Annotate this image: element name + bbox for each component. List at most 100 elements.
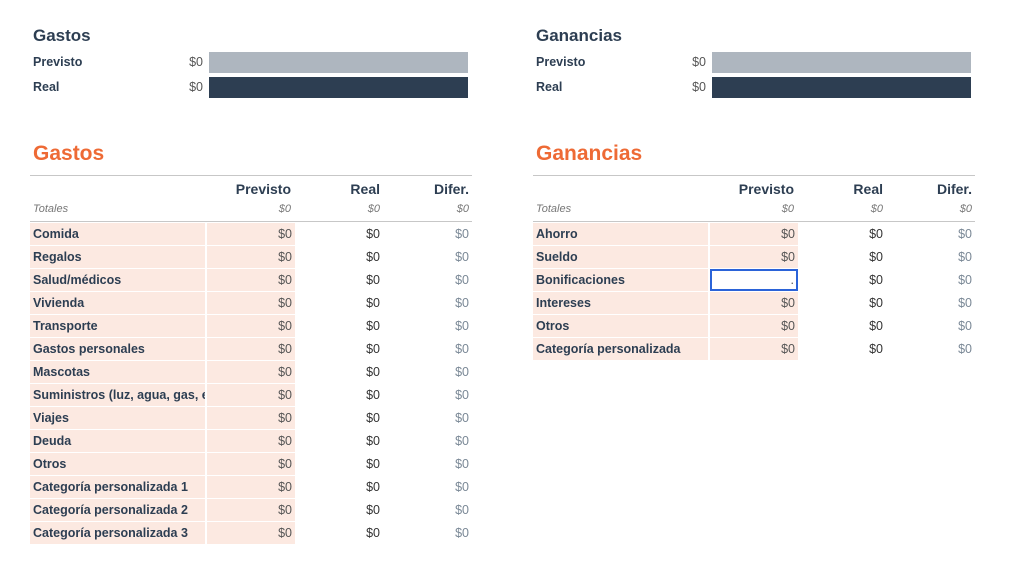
difference-cell[interactable]: $0 (958, 227, 972, 241)
planned-cell[interactable]: $0 (207, 384, 295, 406)
summary-label: Real (536, 80, 563, 94)
total-actual[interactable]: $0 (870, 203, 883, 215)
planned-cell[interactable]: $0 (710, 315, 798, 337)
planned-cell[interactable]: $0 (710, 338, 798, 360)
table-row: Mascotas $0 $0 $0 (30, 361, 472, 384)
difference-cell[interactable]: $0 (958, 250, 972, 264)
column-header-actual[interactable]: Real (350, 181, 380, 197)
planned-cell[interactable]: $0 (207, 499, 295, 521)
difference-cell[interactable]: $0 (455, 411, 469, 425)
actual-cell[interactable]: $0 (869, 227, 883, 241)
total-difference[interactable]: $0 (456, 203, 469, 215)
column-header-difference[interactable]: Difer. (936, 181, 972, 197)
actual-cell[interactable]: $0 (366, 434, 380, 448)
category-cell[interactable]: Categoría personalizada 3 (30, 522, 205, 544)
actual-cell[interactable]: $0 (366, 250, 380, 264)
category-cell[interactable]: Regalos (30, 246, 205, 268)
total-planned[interactable]: $0 (278, 203, 291, 215)
actual-cell[interactable]: $0 (869, 296, 883, 310)
category-cell[interactable]: Transporte (30, 315, 205, 337)
total-difference[interactable]: $0 (959, 203, 972, 215)
actual-cell[interactable]: $0 (869, 250, 883, 264)
difference-cell[interactable]: $0 (958, 319, 972, 333)
planned-cell[interactable]: $0 (207, 269, 295, 291)
column-header-actual[interactable]: Real (853, 181, 883, 197)
difference-cell[interactable]: $0 (455, 342, 469, 356)
category-cell[interactable]: Otros (533, 315, 708, 337)
difference-cell[interactable]: $0 (958, 273, 972, 287)
summary-value: $0 (692, 80, 706, 94)
category-cell[interactable]: Ahorro (533, 223, 708, 245)
planned-cell[interactable]: $0 (207, 476, 295, 498)
category-cell[interactable]: Deuda (30, 430, 205, 452)
actual-cell[interactable]: $0 (366, 227, 380, 241)
planned-cell[interactable]: $0 (207, 292, 295, 314)
difference-cell[interactable]: $0 (455, 503, 469, 517)
category-cell[interactable]: Bonificaciones (533, 269, 708, 291)
difference-cell[interactable]: $0 (455, 227, 469, 241)
difference-cell[interactable]: $0 (455, 273, 469, 287)
difference-cell[interactable]: $0 (455, 296, 469, 310)
actual-cell[interactable]: $0 (366, 480, 380, 494)
planned-cell[interactable]: $0 (207, 223, 295, 245)
planned-cell[interactable]: $0 (207, 315, 295, 337)
category-cell[interactable]: Suministros (luz, agua, gas, etc. (30, 384, 205, 406)
category-cell[interactable]: Categoría personalizada 2 (30, 499, 205, 521)
difference-cell[interactable]: $0 (455, 250, 469, 264)
category-cell[interactable]: Comida (30, 223, 205, 245)
actual-cell[interactable]: $0 (869, 342, 883, 356)
actual-cell[interactable]: $0 (366, 365, 380, 379)
category-cell[interactable]: Gastos personales (30, 338, 205, 360)
planned-cell[interactable]: $0 (207, 246, 295, 268)
actual-cell[interactable]: $0 (366, 388, 380, 402)
actual-cell[interactable]: $0 (366, 319, 380, 333)
difference-cell[interactable]: $0 (455, 526, 469, 540)
column-header-planned[interactable]: Previsto (235, 181, 291, 197)
planned-cell[interactable]: $0 (710, 292, 798, 314)
category-cell[interactable]: Sueldo (533, 246, 708, 268)
difference-cell[interactable]: $0 (455, 388, 469, 402)
actual-cell[interactable]: $0 (366, 296, 380, 310)
planned-cell[interactable]: $0 (207, 338, 295, 360)
difference-cell[interactable]: $0 (958, 296, 972, 310)
table-row: Transporte $0 $0 $0 (30, 315, 472, 338)
planned-bar (712, 52, 971, 73)
planned-cell[interactable]: $0 (207, 361, 295, 383)
difference-cell[interactable]: $0 (455, 365, 469, 379)
actual-cell[interactable]: $0 (366, 526, 380, 540)
difference-cell[interactable]: $0 (455, 319, 469, 333)
column-header-planned[interactable]: Previsto (738, 181, 794, 197)
planned-cell[interactable]: $0 (710, 246, 798, 268)
summary-value: $0 (189, 80, 203, 94)
actual-cell[interactable]: $0 (366, 273, 380, 287)
actual-cell[interactable]: $0 (366, 342, 380, 356)
total-actual[interactable]: $0 (367, 203, 380, 215)
category-cell[interactable]: Salud/médicos (30, 269, 205, 291)
category-cell[interactable]: Categoría personalizada 1 (30, 476, 205, 498)
difference-cell[interactable]: $0 (455, 480, 469, 494)
planned-cell[interactable]: $0 (710, 223, 798, 245)
difference-cell[interactable]: $0 (958, 342, 972, 356)
total-planned[interactable]: $0 (781, 203, 794, 215)
column-header-difference[interactable]: Difer. (433, 181, 469, 197)
difference-cell[interactable]: $0 (455, 457, 469, 471)
difference-cell[interactable]: $0 (455, 434, 469, 448)
actual-cell[interactable]: $0 (366, 411, 380, 425)
actual-cell[interactable]: $0 (869, 319, 883, 333)
planned-cell[interactable]: $0 (207, 453, 295, 475)
actual-cell[interactable]: $0 (366, 503, 380, 517)
category-cell[interactable]: Intereses (533, 292, 708, 314)
category-cell[interactable]: Viajes (30, 407, 205, 429)
planned-cell[interactable]: $0 (207, 522, 295, 544)
actual-cell[interactable]: $0 (366, 457, 380, 471)
selected-planned-cell[interactable]: . (710, 269, 798, 291)
table-row: Vivienda $0 $0 $0 (30, 292, 472, 315)
income-section-title: Ganancias (536, 142, 643, 165)
category-cell[interactable]: Otros (30, 453, 205, 475)
category-cell[interactable]: Mascotas (30, 361, 205, 383)
planned-cell[interactable]: $0 (207, 430, 295, 452)
planned-cell[interactable]: $0 (207, 407, 295, 429)
category-cell[interactable]: Categoría personalizada (533, 338, 708, 360)
actual-cell[interactable]: $0 (869, 273, 883, 287)
category-cell[interactable]: Vivienda (30, 292, 205, 314)
